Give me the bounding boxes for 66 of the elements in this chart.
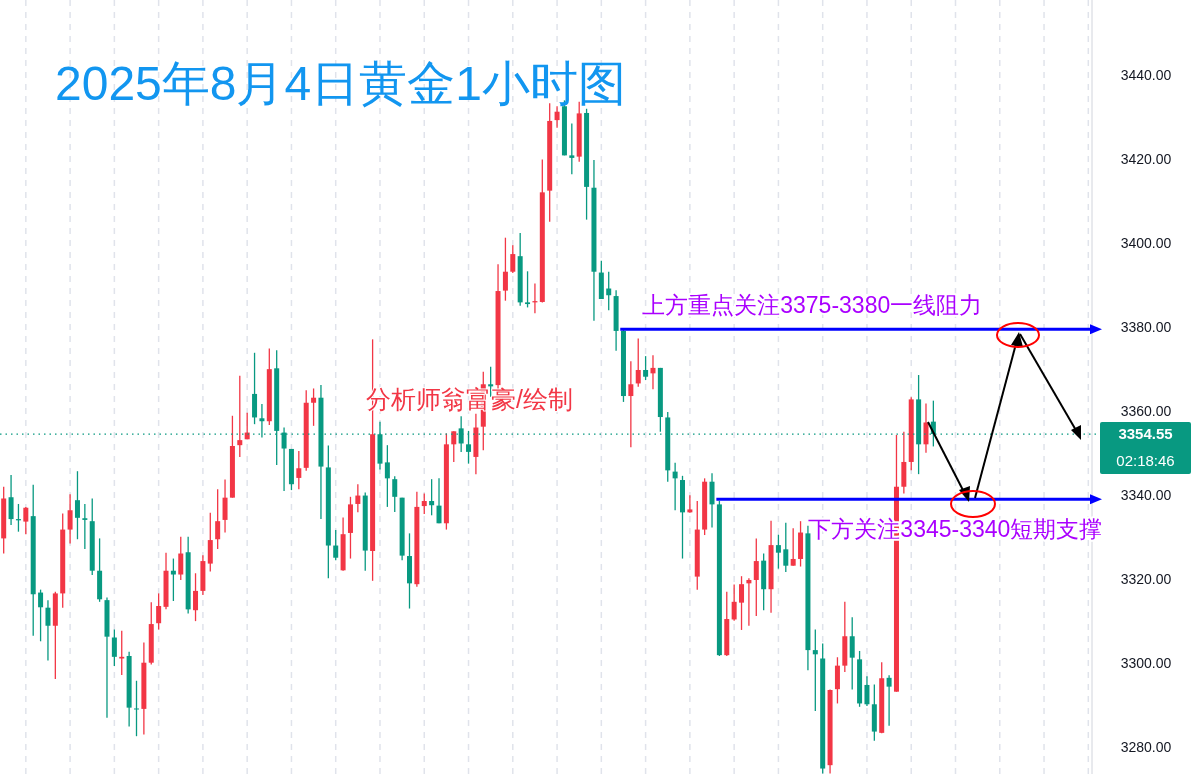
- y-tick-label: 3320.00: [1120, 571, 1172, 588]
- candlestick: [709, 472, 715, 529]
- candlestick: [864, 675, 870, 707]
- candlestick: [252, 352, 258, 425]
- candlestick: [215, 488, 221, 550]
- candlestick: [296, 450, 302, 490]
- candlestick: [510, 244, 516, 274]
- text: 2025年8月4日黄金1小时图: [55, 57, 626, 110]
- y-tick-label: 3380.00: [1120, 319, 1172, 336]
- candlestick: [923, 402, 929, 454]
- candlestick: [429, 478, 435, 516]
- candlestick: [311, 387, 317, 427]
- candlestick: [635, 337, 641, 388]
- candlestick: [783, 522, 789, 573]
- candlestick: [178, 536, 184, 581]
- candlestick: [650, 354, 656, 390]
- candlestick: [643, 355, 649, 381]
- candlestick: [207, 512, 213, 573]
- candlestick: [569, 122, 575, 175]
- y-tick-label: 3340.00: [1120, 487, 1172, 504]
- candlestick: [134, 680, 139, 737]
- y-tick-label: 3300.00: [1120, 655, 1172, 672]
- candlestick: [222, 478, 228, 534]
- candlestick: [502, 237, 508, 302]
- candlestick: [834, 656, 840, 705]
- candlestick: [628, 360, 634, 448]
- candlestick: [886, 674, 892, 727]
- candlestick: [38, 588, 44, 642]
- candlestick: [849, 616, 855, 691]
- candlestick: [8, 474, 14, 526]
- candlestick: [451, 430, 457, 463]
- candlestick: [45, 599, 51, 662]
- candlestick: [790, 527, 796, 567]
- y-tick-label: 3440.00: [1120, 67, 1172, 84]
- candlestick: [554, 105, 560, 129]
- candlestick: [156, 592, 162, 631]
- candlestick: [687, 494, 693, 514]
- candlestick: [193, 572, 199, 622]
- y-tick-label: 3400.00: [1120, 235, 1172, 252]
- ref-line-label: 上方重点关注3375-3380一线阻力: [642, 292, 983, 319]
- candlestick: [67, 493, 73, 545]
- candlestick: [436, 477, 442, 524]
- candlestick: [812, 628, 818, 712]
- candlestick: [170, 557, 176, 602]
- candlestick: [111, 628, 117, 667]
- candlestick: [82, 503, 88, 550]
- ref-line-label: 3354.55: [1118, 425, 1173, 443]
- y-tick-label: 3360.00: [1120, 403, 1172, 420]
- text: 02:18:46: [1116, 452, 1175, 470]
- candlestick: [775, 533, 781, 570]
- y-tick-label: 3420.00: [1120, 151, 1172, 168]
- candlestick: [74, 470, 80, 540]
- candlestick: [355, 483, 361, 514]
- candlestick: [23, 506, 29, 535]
- candlestick: [421, 492, 427, 515]
- candlestick: [119, 630, 125, 676]
- candlestick: [525, 270, 531, 309]
- candlestick: [753, 537, 759, 617]
- candlestick: [488, 365, 494, 398]
- candlestick: [384, 444, 390, 508]
- candlestick: [739, 575, 745, 631]
- candlestick: [392, 475, 398, 513]
- candlestick: [333, 529, 339, 561]
- candlestick: [731, 583, 737, 622]
- y-tick-label: 3280.00: [1120, 739, 1172, 756]
- candlestick: [237, 375, 243, 458]
